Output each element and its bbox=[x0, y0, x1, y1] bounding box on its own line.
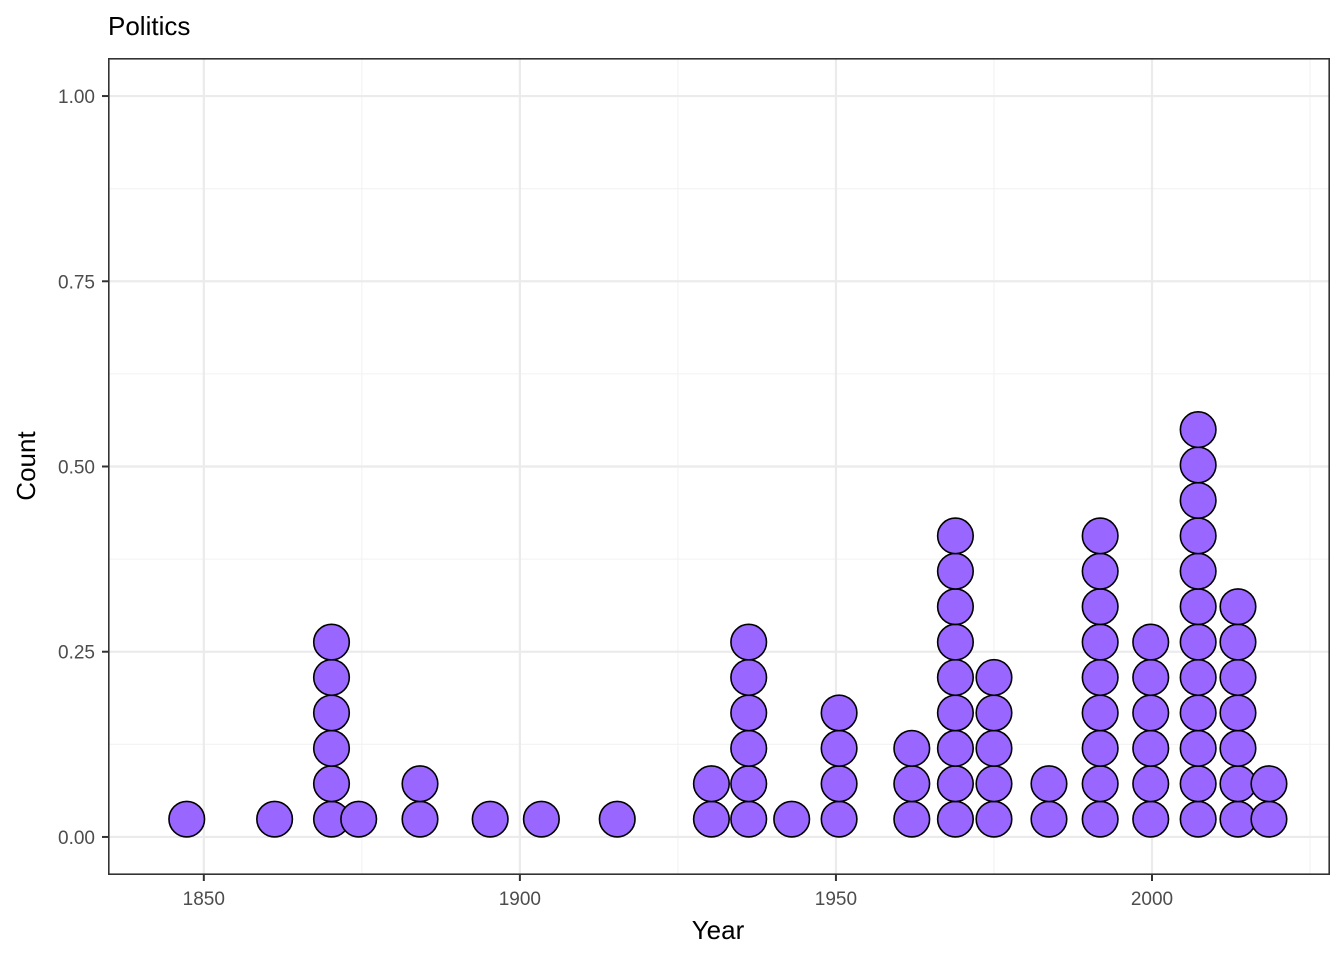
dot bbox=[312, 623, 351, 661]
dot bbox=[820, 694, 858, 732]
dot bbox=[1179, 694, 1217, 732]
dot bbox=[936, 694, 974, 732]
dot bbox=[1132, 658, 1170, 697]
dot bbox=[1179, 552, 1217, 590]
dot bbox=[1250, 800, 1288, 838]
chart-title: Politics bbox=[108, 11, 190, 41]
y-tick-label: 0.75 bbox=[58, 272, 95, 293]
x-tick-label: 2000 bbox=[1131, 889, 1173, 910]
dot bbox=[1179, 517, 1217, 555]
y-tick-label: 0.25 bbox=[58, 643, 95, 664]
y-axis-title: Count bbox=[11, 431, 41, 501]
dot bbox=[893, 800, 931, 838]
dot bbox=[312, 729, 351, 767]
dot bbox=[893, 729, 931, 767]
dot bbox=[598, 800, 636, 838]
dot bbox=[1081, 729, 1119, 767]
x-tick-label: 1850 bbox=[183, 889, 225, 910]
dot bbox=[936, 800, 974, 838]
dot bbox=[975, 765, 1013, 803]
dot bbox=[1179, 446, 1217, 484]
dot bbox=[1179, 481, 1217, 520]
dot bbox=[401, 765, 439, 803]
y-tick-label: 0.00 bbox=[58, 828, 95, 849]
dot bbox=[820, 800, 858, 838]
dot bbox=[730, 800, 768, 838]
y-tick-label: 1.00 bbox=[58, 87, 95, 108]
dot bbox=[471, 800, 509, 838]
dot bbox=[936, 517, 974, 555]
dot bbox=[1081, 658, 1119, 697]
dot bbox=[936, 552, 974, 590]
dot bbox=[1219, 623, 1257, 661]
dot bbox=[1132, 765, 1170, 803]
dot bbox=[730, 658, 768, 697]
dot bbox=[312, 765, 351, 803]
dot bbox=[730, 729, 768, 767]
dot bbox=[1081, 694, 1119, 732]
dot bbox=[522, 800, 560, 838]
dot bbox=[730, 765, 768, 803]
dot bbox=[1081, 765, 1119, 803]
dot bbox=[820, 765, 858, 803]
x-tick-label: 1900 bbox=[499, 889, 541, 910]
dot bbox=[820, 729, 858, 767]
dot bbox=[312, 658, 351, 697]
dot bbox=[1132, 729, 1170, 767]
dot bbox=[1179, 765, 1217, 803]
dot bbox=[1179, 588, 1217, 626]
dot bbox=[936, 658, 974, 697]
dot bbox=[1132, 694, 1170, 732]
dot bbox=[1081, 588, 1119, 626]
dot bbox=[1179, 800, 1217, 838]
dot bbox=[975, 694, 1013, 732]
dot bbox=[692, 765, 730, 803]
dot bbox=[1179, 658, 1217, 697]
dot bbox=[936, 623, 974, 661]
dot bbox=[773, 800, 811, 838]
dot bbox=[975, 658, 1013, 697]
dot bbox=[1132, 623, 1170, 661]
dot bbox=[975, 729, 1013, 767]
y-axis: 0.00 0.25 0.50 0.75 1.00 bbox=[58, 87, 109, 849]
x-tick-label: 1950 bbox=[815, 889, 857, 910]
dots-layer bbox=[168, 411, 1288, 838]
dot bbox=[1179, 623, 1217, 661]
dot bbox=[1219, 658, 1257, 697]
dot bbox=[1081, 552, 1119, 590]
dot bbox=[1250, 765, 1288, 803]
dot bbox=[936, 729, 974, 767]
dot bbox=[730, 623, 768, 661]
dot bbox=[1030, 765, 1068, 803]
y-tick-label: 0.50 bbox=[58, 458, 95, 479]
dot bbox=[1219, 694, 1257, 732]
dot bbox=[692, 800, 730, 838]
dot bbox=[1219, 588, 1257, 626]
dot bbox=[730, 694, 768, 732]
dot bbox=[1179, 729, 1217, 767]
dot bbox=[936, 588, 974, 626]
dot bbox=[1219, 729, 1257, 767]
dot bbox=[340, 800, 378, 838]
dot bbox=[1132, 800, 1170, 838]
dot bbox=[1030, 800, 1068, 838]
dot bbox=[168, 800, 206, 838]
dot bbox=[312, 694, 351, 732]
dot bbox=[893, 765, 931, 803]
dot bbox=[1179, 411, 1217, 449]
dot bbox=[1081, 623, 1119, 661]
dot bbox=[256, 800, 294, 838]
dot bbox=[1081, 800, 1119, 838]
dot bbox=[401, 800, 439, 838]
dot bbox=[1081, 517, 1119, 555]
dot bbox=[975, 800, 1013, 838]
dot bbox=[936, 765, 974, 803]
x-axis: 1850 1900 1950 2000 bbox=[183, 874, 1173, 910]
x-axis-title: Year bbox=[692, 915, 745, 945]
